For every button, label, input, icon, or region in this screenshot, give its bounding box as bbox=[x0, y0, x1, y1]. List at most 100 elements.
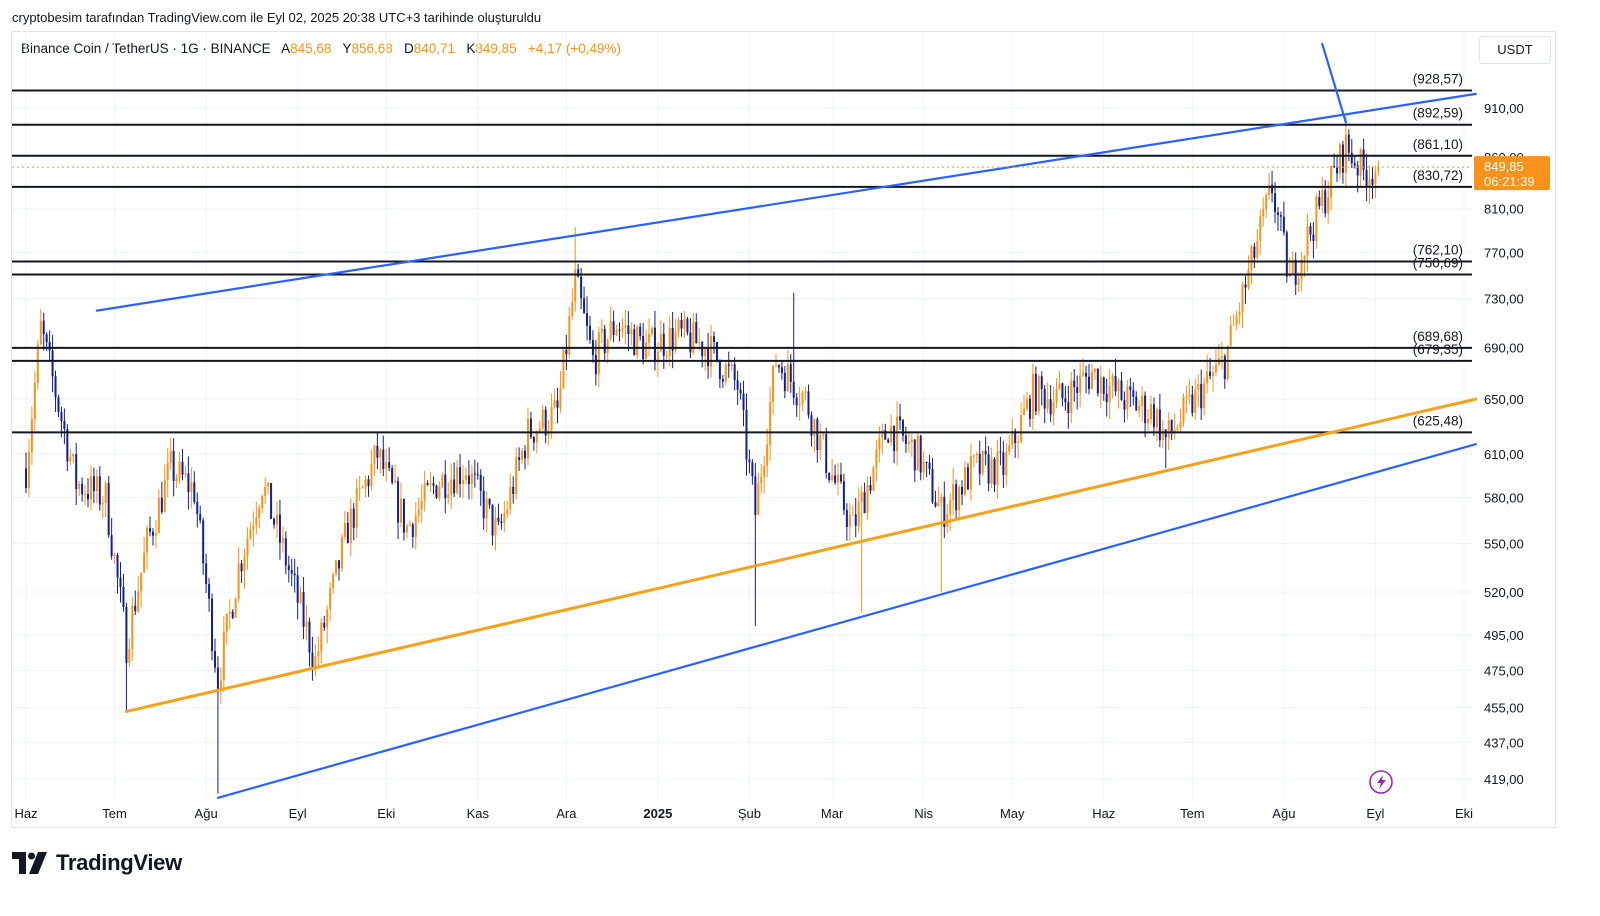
trendline-lower-channel bbox=[216, 443, 1477, 799]
candle-body bbox=[1315, 197, 1318, 242]
candle-body bbox=[1353, 163, 1356, 166]
candle-body bbox=[225, 613, 228, 632]
candle-body bbox=[789, 364, 792, 382]
candle-body bbox=[639, 326, 642, 337]
price-tick-label: 690,00 bbox=[1484, 340, 1524, 355]
candle-body bbox=[54, 376, 57, 398]
candle-body bbox=[981, 450, 984, 474]
candle-body bbox=[857, 501, 860, 526]
candle-body bbox=[718, 360, 721, 379]
candle-body bbox=[503, 513, 506, 524]
candle-body bbox=[721, 378, 724, 382]
candle-body bbox=[913, 439, 916, 471]
price-tick-label: 520,00 bbox=[1484, 585, 1524, 600]
candle-body bbox=[264, 486, 267, 496]
level-label: (928,57) bbox=[1413, 72, 1463, 87]
candle-body bbox=[1368, 178, 1371, 188]
chart-frame bbox=[11, 31, 1556, 828]
symbol-name[interactable]: Binance Coin / TetherUS · 1G · BINANCE bbox=[21, 41, 271, 56]
candle-body bbox=[326, 609, 329, 628]
candle-body bbox=[388, 462, 391, 468]
candle-body bbox=[30, 419, 33, 452]
price-tick-label: 810,00 bbox=[1484, 202, 1524, 217]
candle-body bbox=[1011, 430, 1014, 446]
candle-body bbox=[444, 474, 447, 499]
candle-body bbox=[314, 656, 317, 667]
candle-body bbox=[261, 495, 264, 509]
candle-body bbox=[157, 497, 160, 534]
candle-body bbox=[125, 606, 128, 663]
candle-body bbox=[869, 485, 872, 491]
candle-body bbox=[128, 648, 131, 663]
candle-body bbox=[819, 435, 822, 450]
candle-body bbox=[603, 329, 606, 354]
candle-body bbox=[370, 463, 373, 487]
candle-body bbox=[219, 680, 222, 690]
candle-body bbox=[1176, 428, 1179, 430]
candle-body bbox=[208, 584, 211, 599]
candle-body bbox=[1111, 375, 1114, 386]
candle-body bbox=[692, 322, 695, 353]
candle-body bbox=[1206, 371, 1209, 384]
candle-body bbox=[379, 449, 382, 458]
candle-body bbox=[588, 325, 591, 340]
candle-body bbox=[990, 458, 993, 484]
candle-body bbox=[698, 342, 701, 344]
candle-body bbox=[674, 331, 677, 351]
candle-body bbox=[763, 465, 766, 478]
candle-body bbox=[952, 484, 955, 500]
candle-body bbox=[653, 327, 656, 363]
time-tick-label: Nis bbox=[914, 806, 933, 821]
candle-body bbox=[550, 406, 553, 431]
candle-body bbox=[397, 481, 400, 523]
candle-body bbox=[1330, 166, 1333, 198]
candle-body bbox=[893, 425, 896, 452]
candle-body bbox=[1188, 394, 1191, 397]
candle-body bbox=[571, 301, 574, 317]
candle-body bbox=[311, 652, 314, 667]
candle-body bbox=[828, 472, 831, 481]
candle-body bbox=[1005, 451, 1008, 475]
candle-body bbox=[107, 483, 110, 536]
candle-body bbox=[727, 364, 730, 366]
candle-body bbox=[1058, 383, 1061, 390]
candle-body bbox=[1167, 420, 1170, 438]
candle-body bbox=[278, 514, 281, 543]
candle-body bbox=[919, 435, 922, 473]
tradingview-logo[interactable]: TradingView bbox=[12, 850, 182, 876]
candle-body bbox=[1085, 372, 1088, 377]
candle-body bbox=[196, 502, 199, 515]
candle-body bbox=[1359, 149, 1362, 176]
candle-body bbox=[432, 483, 435, 486]
candle-body bbox=[1028, 398, 1031, 419]
candle-body bbox=[798, 403, 801, 406]
candle-body bbox=[222, 631, 225, 681]
candle-body bbox=[958, 487, 961, 511]
candle-body bbox=[42, 320, 45, 335]
candle-body bbox=[1144, 395, 1147, 424]
candle-body bbox=[78, 483, 81, 489]
candle-body bbox=[1253, 246, 1256, 258]
candle-body bbox=[801, 392, 804, 404]
candle-body bbox=[494, 517, 497, 536]
candle-body bbox=[243, 556, 246, 572]
currency-button[interactable]: USDT bbox=[1479, 36, 1551, 64]
candle-body bbox=[1247, 269, 1250, 288]
time-tick-label: Mar bbox=[821, 806, 844, 821]
candle-body bbox=[934, 502, 937, 507]
candle-body bbox=[1297, 278, 1300, 285]
candle-body bbox=[258, 508, 261, 518]
candle-body bbox=[925, 461, 928, 463]
candle-body bbox=[420, 501, 423, 510]
candle-body bbox=[896, 416, 899, 452]
candle-body bbox=[329, 588, 332, 610]
candle-body bbox=[586, 313, 589, 326]
time-tick-label: Haz bbox=[1092, 806, 1115, 821]
candle-body bbox=[999, 451, 1002, 453]
flash-icon[interactable] bbox=[1369, 770, 1393, 794]
time-tick-label: Eki bbox=[377, 806, 395, 821]
candle-body bbox=[680, 319, 683, 329]
time-tick-label: Şub bbox=[738, 806, 761, 821]
last-price-box bbox=[1474, 156, 1550, 191]
